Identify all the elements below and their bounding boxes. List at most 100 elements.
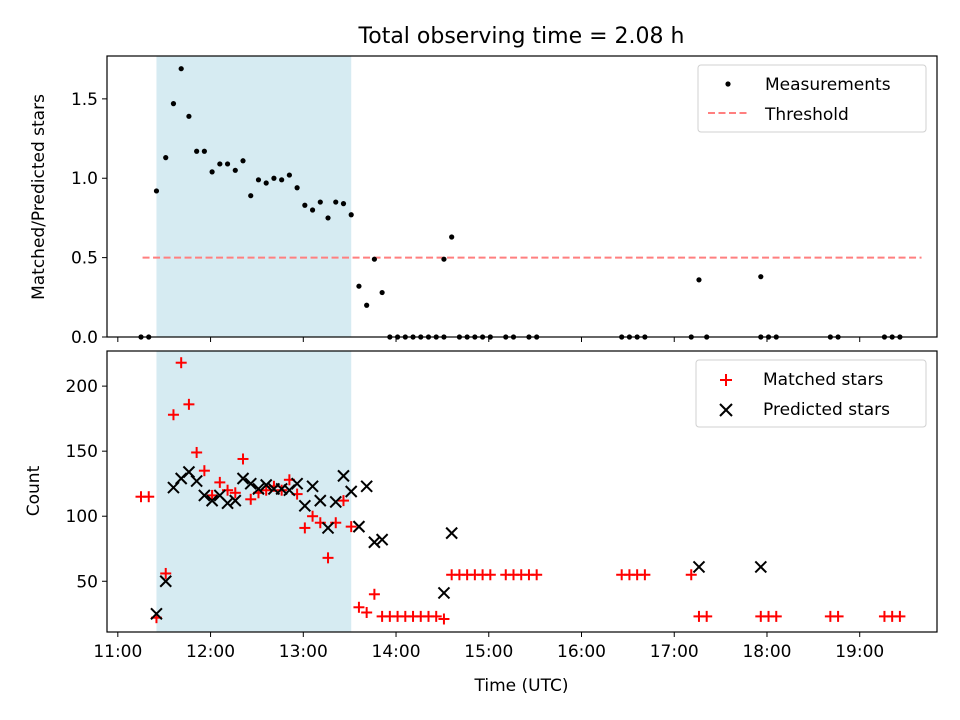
matched-star-marker xyxy=(430,610,442,622)
measurement-point xyxy=(294,185,300,191)
legend-threshold-label: Threshold xyxy=(764,105,849,125)
predicted-star-marker xyxy=(375,533,389,546)
measurement-point xyxy=(286,172,292,178)
predicted-star-marker xyxy=(190,474,203,488)
matched-star-marker xyxy=(361,606,373,618)
measurement-point xyxy=(201,148,207,154)
predicted-star-marker xyxy=(692,560,706,574)
measurement-point xyxy=(348,212,354,218)
matched-star-marker xyxy=(237,453,249,465)
predicted-star-marker xyxy=(198,489,211,502)
predicted-star-marker xyxy=(368,536,381,549)
measurement-point xyxy=(153,188,160,194)
measurement-point xyxy=(248,193,254,199)
legend-matched-marker xyxy=(720,374,732,386)
count-y-axis-label: Count xyxy=(24,465,44,516)
predicted-star-marker xyxy=(290,477,304,490)
measurement-point xyxy=(325,215,331,221)
count-legend: Matched stars Predicted stars xyxy=(695,359,927,428)
matched-star-marker xyxy=(245,493,257,505)
matched-star-marker xyxy=(183,398,195,410)
x-axis-label: Time (UTC) xyxy=(474,676,569,696)
ratio-plot-frame xyxy=(106,55,938,338)
predicted-star-marker xyxy=(352,520,366,533)
predicted-star-marker xyxy=(754,560,768,574)
matched-star-marker xyxy=(206,489,218,501)
count-y-tick-label: 50 xyxy=(76,572,98,592)
measurement-point xyxy=(379,289,385,296)
x-tick-label: 13:00 xyxy=(279,642,328,662)
matched-star-marker xyxy=(198,465,210,477)
measurement-point xyxy=(217,161,223,167)
predicted-star-marker xyxy=(205,494,219,507)
count-legend-box xyxy=(695,359,927,428)
predicted-star-marker xyxy=(329,495,342,509)
x-tick-label: 11:00 xyxy=(93,642,142,662)
x-tick-label: 14:00 xyxy=(372,642,421,662)
matched-star-marker xyxy=(337,495,349,507)
predicted-star-marker xyxy=(252,482,265,496)
matched-star-marker xyxy=(175,357,187,369)
measurement-point xyxy=(317,199,323,205)
measurement-point xyxy=(224,161,231,167)
matched-star-marker xyxy=(701,610,713,622)
predicted-star-marker xyxy=(314,494,327,507)
predicted-star-marker xyxy=(437,586,451,600)
measurement-point xyxy=(263,180,269,186)
matched-star-marker xyxy=(353,601,365,613)
measurement-point xyxy=(163,155,169,161)
measurement-point xyxy=(309,207,316,213)
predicted-star-marker xyxy=(236,472,250,485)
x-tick-label: 12:00 xyxy=(186,642,235,662)
ratio-y-tick-label: 0.5 xyxy=(71,249,98,269)
ratio-panel: 0.0 0.5 1.0 1.5 Matched/Predicted stars Mea… xyxy=(29,55,938,348)
matched-star-marker xyxy=(229,487,241,499)
predicted-star-marker xyxy=(229,494,242,507)
count-plot-frame xyxy=(106,350,938,633)
predicted-star-marker xyxy=(445,526,458,540)
ratio-y-axis-label: Matched/Predicted stars xyxy=(29,94,49,300)
x-tick-label: 15:00 xyxy=(464,642,513,662)
matched-star-marker xyxy=(160,567,172,579)
predicted-star-marker xyxy=(360,480,373,493)
matched-star-marker xyxy=(770,610,782,622)
matched-star-marker xyxy=(345,521,357,533)
measurement-point xyxy=(209,169,215,175)
matched-star-marker xyxy=(322,552,334,564)
predicted-star-marker xyxy=(345,485,358,498)
measurement-point xyxy=(371,256,377,262)
predicted-star-marker xyxy=(221,497,234,510)
measurement-point xyxy=(449,234,455,240)
matched-star-marker xyxy=(299,522,311,534)
ratio-legend: Measurements Threshold xyxy=(697,64,927,133)
matched-star-marker xyxy=(143,491,155,503)
matched-star-marker xyxy=(438,613,450,625)
x-tick-label: 19:00 xyxy=(835,642,884,662)
count-highlight-span xyxy=(156,351,352,632)
predicted-star-marker xyxy=(259,478,273,492)
ratio-y-tick-label: 1.5 xyxy=(71,90,98,110)
count-panel: 50 100 150 200 11:00 12:00 13:00 14:00 15:00 16:0… xyxy=(24,350,938,696)
ratio-highlight-span xyxy=(156,56,352,337)
x-tick-label: 18:00 xyxy=(742,642,791,662)
measurement-point xyxy=(194,148,200,154)
measurement-point xyxy=(340,201,347,207)
count-y-tick-label: 200 xyxy=(66,377,98,397)
count-y-tick-label: 100 xyxy=(66,507,98,527)
predicted-star-marker xyxy=(298,499,312,513)
measurement-point xyxy=(356,283,362,289)
measurement-point xyxy=(170,101,177,107)
measurement-point xyxy=(758,274,764,280)
legend-predicted-marker xyxy=(719,403,733,417)
chart-title: Total observing time = 2.08 h xyxy=(358,24,685,49)
measurement-point xyxy=(186,113,192,119)
measurement-point xyxy=(255,177,262,183)
measurement-point xyxy=(279,177,285,183)
count-y-tick-label: 150 xyxy=(66,442,98,462)
measurement-point xyxy=(333,199,339,205)
measurement-point xyxy=(364,302,370,308)
measurement-point xyxy=(441,256,447,262)
predicted-star-marker xyxy=(244,477,257,490)
ratio-y-tick-label: 1.0 xyxy=(71,169,98,189)
